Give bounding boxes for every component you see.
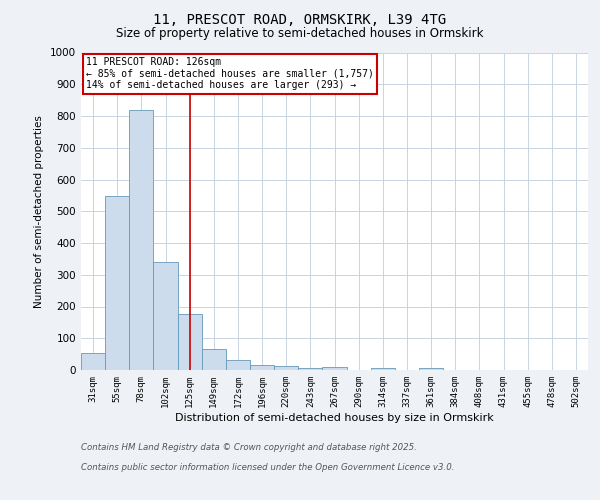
Y-axis label: Number of semi-detached properties: Number of semi-detached properties xyxy=(34,115,44,308)
Text: 11 PRESCOT ROAD: 126sqm
← 85% of semi-detached houses are smaller (1,757)
14% of: 11 PRESCOT ROAD: 126sqm ← 85% of semi-de… xyxy=(86,58,374,90)
X-axis label: Distribution of semi-detached houses by size in Ormskirk: Distribution of semi-detached houses by … xyxy=(175,412,494,422)
Bar xyxy=(129,110,154,370)
Bar xyxy=(81,353,105,370)
Text: Contains public sector information licensed under the Open Government Licence v3: Contains public sector information licen… xyxy=(81,462,455,471)
Bar xyxy=(105,196,129,370)
Bar xyxy=(250,365,274,370)
Bar xyxy=(298,368,322,370)
Bar xyxy=(178,314,202,370)
Text: 11, PRESCOT ROAD, ORMSKIRK, L39 4TG: 11, PRESCOT ROAD, ORMSKIRK, L39 4TG xyxy=(154,12,446,26)
Bar xyxy=(322,367,347,370)
Bar xyxy=(274,366,298,370)
Bar xyxy=(202,348,226,370)
Bar xyxy=(371,368,395,370)
Text: Contains HM Land Registry data © Crown copyright and database right 2025.: Contains HM Land Registry data © Crown c… xyxy=(81,442,417,452)
Bar xyxy=(154,262,178,370)
Text: Size of property relative to semi-detached houses in Ormskirk: Size of property relative to semi-detach… xyxy=(116,28,484,40)
Bar xyxy=(419,368,443,370)
Bar xyxy=(226,360,250,370)
